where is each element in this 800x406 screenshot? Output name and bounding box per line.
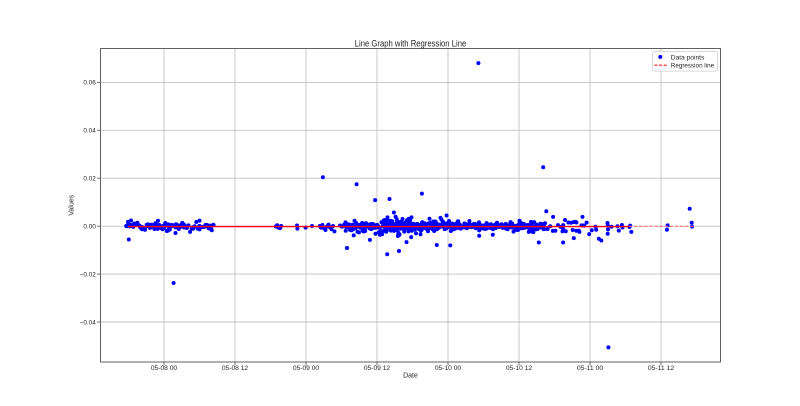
svg-text:Values: Values (68, 194, 75, 215)
svg-text:05-08 00: 05-08 00 (151, 365, 178, 372)
svg-text:Line Graph with Regression Lin: Line Graph with Regression Line (355, 39, 467, 49)
svg-text:0.06: 0.06 (83, 80, 96, 87)
svg-text:05-10 00: 05-10 00 (435, 365, 462, 372)
svg-text:−0.04: −0.04 (80, 319, 97, 326)
svg-text:05-11 00: 05-11 00 (577, 365, 604, 372)
svg-text:Regression line: Regression line (671, 63, 715, 70)
svg-text:05-10 12: 05-10 12 (506, 365, 533, 372)
svg-text:0.02: 0.02 (83, 176, 96, 183)
svg-text:05-09 12: 05-09 12 (364, 365, 391, 372)
svg-text:0.04: 0.04 (83, 128, 96, 135)
svg-text:0.00: 0.00 (83, 224, 96, 231)
svg-text:05-11 12: 05-11 12 (648, 365, 675, 372)
svg-text:05-09 00: 05-09 00 (293, 365, 320, 372)
svg-text:−0.02: −0.02 (80, 271, 97, 278)
svg-text:05-08 12: 05-08 12 (222, 365, 249, 372)
svg-text:Date: Date (403, 373, 418, 380)
svg-text:Data points: Data points (671, 54, 705, 61)
